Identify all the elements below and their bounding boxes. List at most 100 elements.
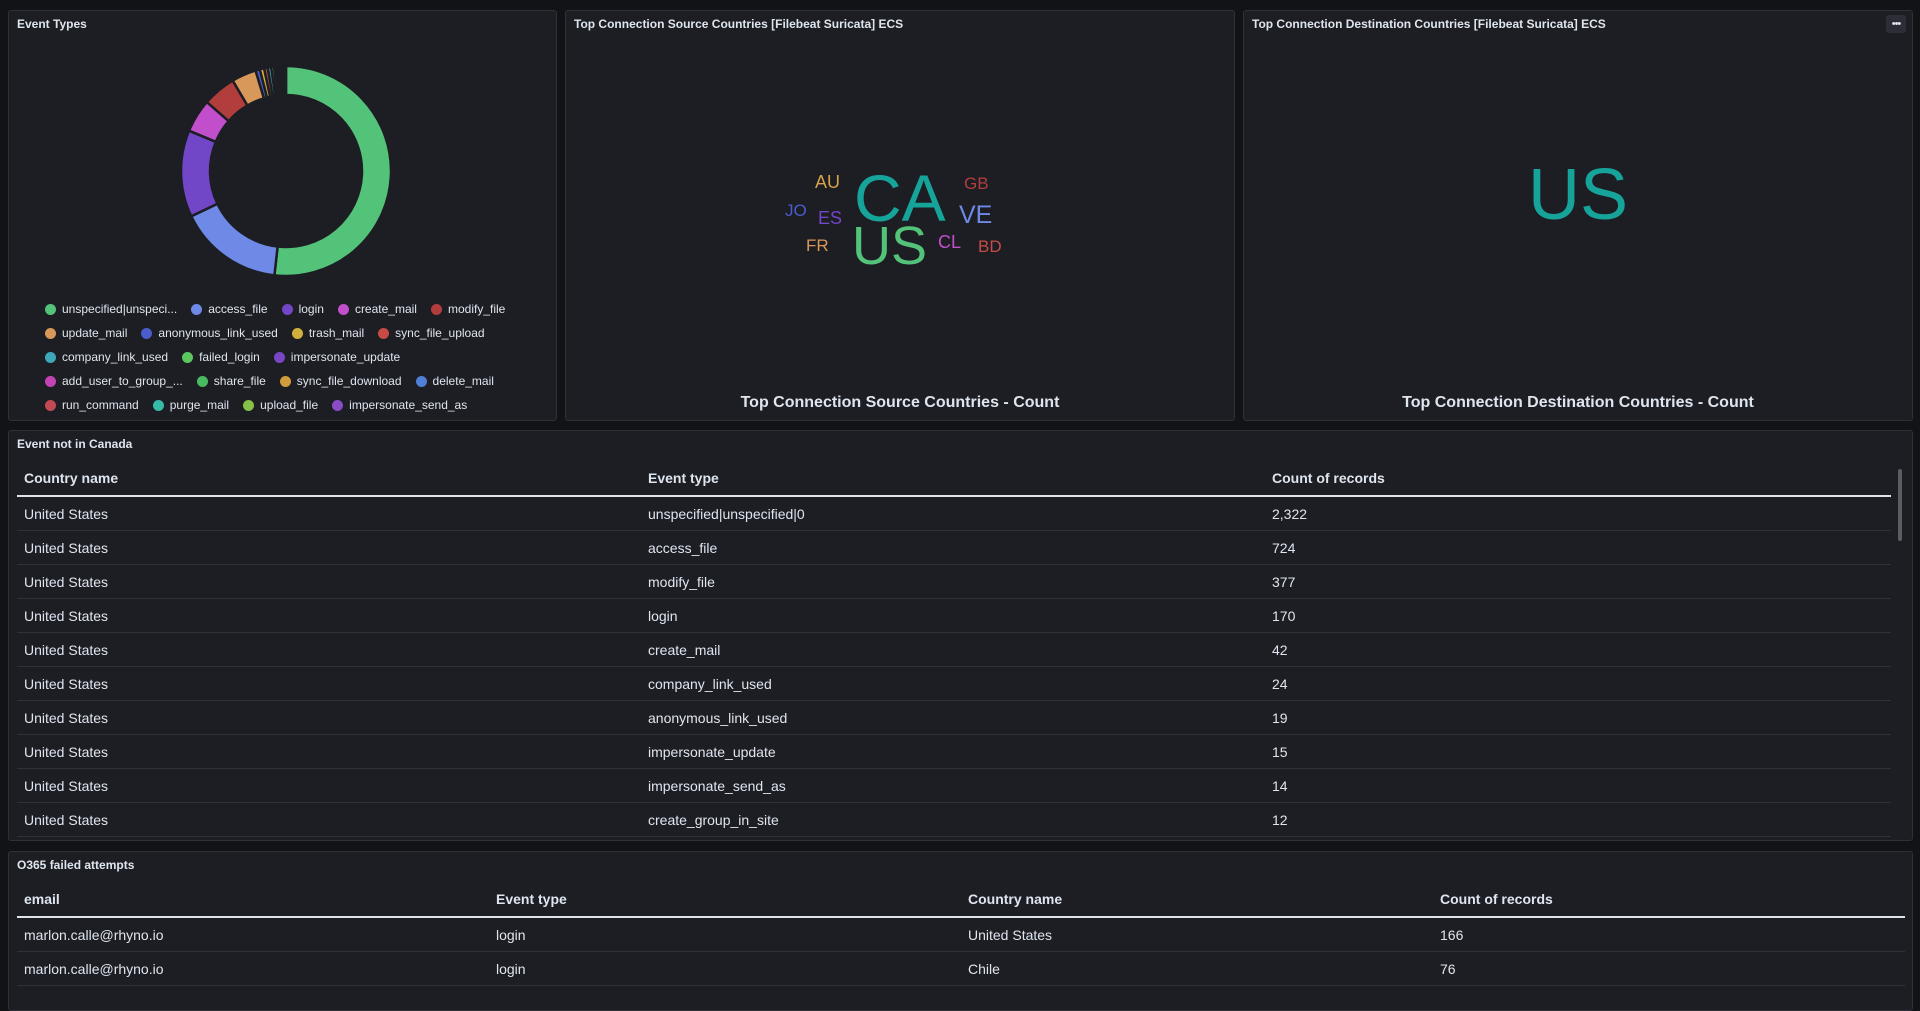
word-cloud-term[interactable]: BD <box>978 237 1002 256</box>
legend-item[interactable]: login <box>281 297 324 321</box>
table-cell: login <box>489 917 961 952</box>
column-header-country[interactable]: Country name <box>17 461 641 497</box>
source-countries-word-cloud: CA US AU GB JO ES VE FR CL BD <box>566 11 1234 420</box>
word-cloud-term[interactable]: FR <box>806 236 829 255</box>
event-not-in-canada-panel: Event not in Canada Country name Event t… <box>8 430 1913 841</box>
donut-slice[interactable] <box>179 129 220 218</box>
table-cell: United States <box>17 496 641 531</box>
column-header-country[interactable]: Country name <box>961 882 1433 918</box>
table-cell: 2,322 <box>1265 496 1891 531</box>
legend-item[interactable]: access_file <box>191 297 268 321</box>
panel-options-ellipsis-icon[interactable]: ••• <box>1886 15 1906 33</box>
word-cloud-term[interactable]: US <box>852 216 928 276</box>
legend-item[interactable]: share_file <box>196 369 266 393</box>
legend-color-dot <box>182 351 194 363</box>
word-cloud-term[interactable]: JO <box>785 201 807 220</box>
table-row[interactable]: United States impersonate_update 15 <box>17 734 1891 769</box>
legend-label: create_mail <box>354 302 417 316</box>
legend-item[interactable]: purge_mail <box>152 393 229 417</box>
legend-item[interactable]: sync_file_download <box>279 369 402 393</box>
legend-item[interactable]: trash_mail <box>291 321 364 345</box>
table-cell: United States <box>17 632 641 667</box>
legend-color-dot <box>378 327 390 339</box>
table-row[interactable]: United States company_link_used 24 <box>17 666 1891 701</box>
column-header-event-type[interactable]: Event type <box>641 461 1265 497</box>
legend-item[interactable]: impersonate_send_as <box>332 393 467 417</box>
legend-label: run_command <box>62 398 139 412</box>
table-cell: modify_file <box>641 564 1265 599</box>
table-cell: United States <box>961 917 1433 952</box>
word-cloud-term[interactable]: ES <box>818 208 843 228</box>
table-row[interactable]: marlon.calle@rhyno.io login United States 1… <box>17 917 1905 952</box>
legend-item[interactable]: upload_file <box>243 393 318 417</box>
column-header-email[interactable]: email <box>17 882 489 918</box>
table-row[interactable]: United States create_group_in_site 12 <box>17 802 1891 837</box>
table-cell: United States <box>17 700 641 735</box>
column-header-count[interactable]: Count of records <box>1265 461 1891 497</box>
table-row[interactable]: United States anonymous_link_used 19 <box>17 700 1891 735</box>
table-cell: create_mail <box>641 632 1265 667</box>
legend-label: modify_file <box>447 302 506 316</box>
word-cloud-term[interactable]: CL <box>938 232 962 252</box>
panel-title: Event Types <box>17 17 87 31</box>
legend-item[interactable]: sync_file_upload <box>378 321 485 345</box>
legend-label: unspecified|unspeci... <box>62 302 178 316</box>
table-row[interactable]: United States unspecified|unspecified|0 2,… <box>17 496 1891 531</box>
legend-label: company_link_used <box>62 350 169 364</box>
legend-item[interactable]: run_command <box>45 393 139 417</box>
table-row[interactable]: marlon.calle@rhyno.io login Chile 76 <box>17 951 1905 986</box>
o365-failed-attempts-panel: O365 failed attempts email Event type Co… <box>8 851 1913 1011</box>
table-cell: marlon.calle@rhyno.io <box>17 917 489 952</box>
legend-color-dot <box>281 303 293 315</box>
word-cloud-term[interactable]: AU <box>815 172 841 192</box>
table-cell: 170 <box>1265 598 1891 633</box>
legend-color-dot <box>45 351 56 363</box>
legend-item[interactable]: modify_file <box>430 297 506 321</box>
table-cell: United States <box>17 734 641 769</box>
table-row[interactable]: United States login 170 <box>17 598 1891 633</box>
legend-color-dot <box>45 327 56 339</box>
table-cell: anonymous_link_used <box>641 700 1265 735</box>
legend-color-dot <box>332 399 344 411</box>
donut-slice[interactable] <box>282 64 288 97</box>
legend-label: delete_mail <box>432 374 494 388</box>
word-cloud-term[interactable]: CA <box>854 161 946 235</box>
table-cell: United States <box>17 564 641 599</box>
table-cell: United States <box>17 530 641 565</box>
word-cloud-term[interactable]: GB <box>964 174 989 193</box>
donut-slice[interactable] <box>273 64 393 278</box>
word-cloud-term[interactable]: VE <box>959 201 993 229</box>
source-countries-panel: Top Connection Source Countries [Filebea… <box>565 10 1235 421</box>
destination-country-word: US <box>1527 155 1629 235</box>
legend-item[interactable]: add_user_to_group_... <box>45 369 183 393</box>
legend-color-dot <box>337 303 349 315</box>
legend-item[interactable]: failed_login <box>182 345 260 369</box>
legend-color-dot <box>152 399 164 411</box>
table-cell: access_file <box>641 530 1265 565</box>
legend-item[interactable]: delete_mail <box>415 369 494 393</box>
panel-title: Top Connection Source Countries [Filebea… <box>574 17 904 31</box>
event-types-donut-chart[interactable] <box>176 61 396 281</box>
table-cell: login <box>489 951 961 986</box>
donut-slice[interactable] <box>189 202 279 277</box>
metric-label: Top Connection Destination Countries - C… <box>1402 394 1754 411</box>
legend-label: share_file <box>213 374 266 388</box>
table-cell: 377 <box>1265 564 1891 599</box>
legend-item[interactable]: company_link_used <box>45 345 168 369</box>
legend-item[interactable]: anonymous_link_used <box>141 321 278 345</box>
column-header-count[interactable]: Count of records <box>1433 882 1905 918</box>
legend-item[interactable]: create_mail <box>337 297 417 321</box>
table-row[interactable]: United States impersonate_send_as 14 <box>17 768 1891 803</box>
legend-color-dot <box>279 375 291 387</box>
column-header-event-type[interactable]: Event type <box>489 882 961 918</box>
legend-item[interactable]: impersonate_update <box>273 345 400 369</box>
panel-title: Event not in Canada <box>17 437 133 451</box>
table-row[interactable]: United States create_mail 42 <box>17 632 1891 667</box>
table-row[interactable]: United States access_file 724 <box>17 530 1891 565</box>
legend-color-dot <box>196 375 208 387</box>
legend-item[interactable]: unspecified|unspeci... <box>45 297 177 321</box>
destination-countries-panel: Top Connection Destination Countries [Fi… <box>1243 10 1913 421</box>
legend-item[interactable]: update_mail <box>45 321 127 345</box>
table-row[interactable]: United States modify_file 377 <box>17 564 1891 599</box>
table-scrollbar[interactable] <box>1898 469 1902 541</box>
